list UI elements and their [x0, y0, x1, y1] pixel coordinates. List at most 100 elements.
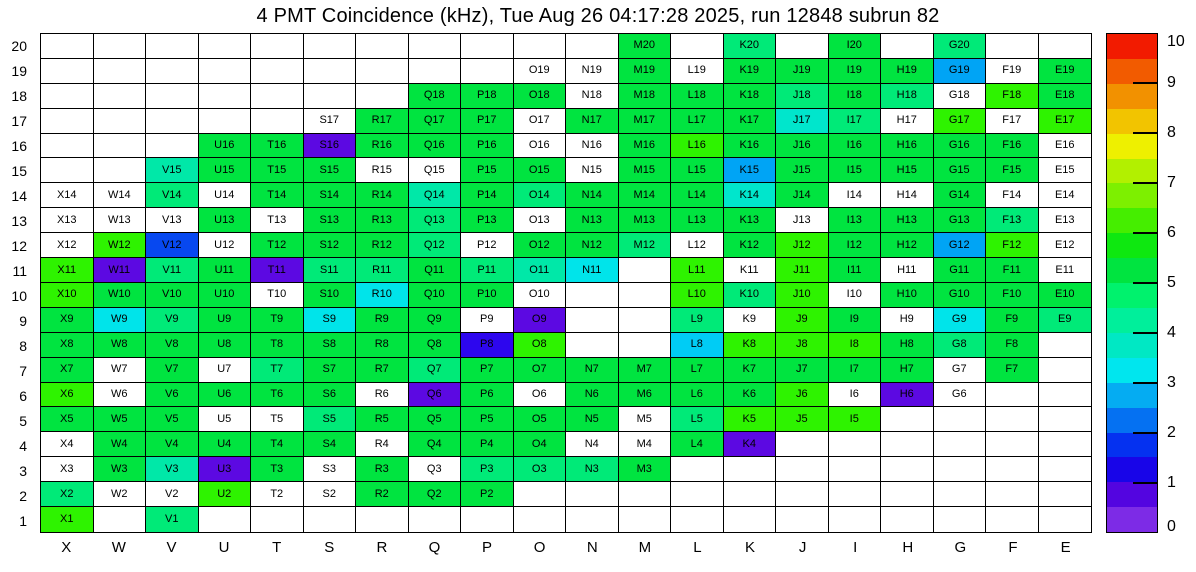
y-axis-labels: 20 19 18 17 16 15 14 13 12 11 10 9 8 7 6 5 4 3 2 1	[0, 33, 34, 533]
grid-cell-empty	[1038, 482, 1091, 508]
grid-cell-empty	[41, 58, 94, 84]
grid-cell-H17: H17	[881, 108, 934, 134]
grid-cell-T9: T9	[251, 307, 304, 333]
grid-cell-I5: I5	[828, 407, 881, 433]
grid-cell-P18: P18	[461, 83, 514, 109]
grid-cell-L8: L8	[671, 332, 724, 358]
grid-cell-empty	[828, 507, 881, 532]
grid-cell-empty	[251, 58, 304, 84]
grid-cell-empty	[566, 332, 619, 358]
grid-cell-X14: X14	[41, 183, 94, 209]
grid-cell-Q9: Q9	[408, 307, 461, 333]
grid-cell-empty	[146, 34, 199, 59]
y-axis-label-1: 1	[19, 512, 27, 529]
grid-cell-M6: M6	[618, 382, 671, 408]
grid-cell-W3: W3	[93, 457, 146, 483]
grid-cell-K9: K9	[723, 307, 776, 333]
grid-cell-V1: V1	[146, 507, 199, 532]
grid-cell-K11: K11	[723, 258, 776, 283]
grid-cell-U6: U6	[198, 382, 251, 408]
colorbar-band	[1107, 407, 1157, 433]
grid-cell-V2: V2	[146, 482, 199, 508]
grid-cell-empty	[303, 34, 356, 59]
grid-cell-P17: P17	[461, 108, 514, 134]
grid-cell-empty	[986, 482, 1039, 508]
grid-cell-S2: S2	[303, 482, 356, 508]
heatmap-grid: M20 K20 I20 G20 O19 N19 M19 L19 K19 J19 I19 H19 G19 F…	[40, 33, 1092, 533]
grid-cell-O5: O5	[513, 407, 566, 433]
grid-cell-G11: G11	[933, 258, 986, 283]
grid-cell-empty	[933, 432, 986, 458]
y-axis-label-8: 8	[19, 337, 27, 354]
grid-cell-N14: N14	[566, 183, 619, 209]
grid-cell-G17: G17	[933, 108, 986, 134]
grid-cell-S8: S8	[303, 332, 356, 358]
grid-cell-empty	[776, 457, 829, 483]
x-axis-label-F: F	[1008, 539, 1018, 556]
grid-cell-L16: L16	[671, 133, 724, 159]
x-axis-label-H: H	[902, 539, 914, 556]
grid-cell-W10: W10	[93, 282, 146, 308]
grid-cell-empty	[776, 34, 829, 59]
x-axis-label-R: R	[376, 539, 388, 556]
grid-cell-T16: T16	[251, 133, 304, 159]
grid-cell-empty	[303, 83, 356, 109]
grid-cell-U12: U12	[198, 233, 251, 259]
x-axis-label-S: S	[324, 539, 335, 556]
grid-cell-M15: M15	[618, 158, 671, 184]
grid-cell-Q2: Q2	[408, 482, 461, 508]
grid-cell-empty	[356, 83, 409, 109]
colorbar-band	[1107, 258, 1157, 284]
grid-cell-empty	[41, 34, 94, 59]
grid-cell-Q8: Q8	[408, 332, 461, 358]
grid-cell-R16: R16	[356, 133, 409, 159]
grid-cell-E15: E15	[1038, 158, 1091, 184]
grid-cell-empty	[566, 34, 619, 59]
grid-cell-S7: S7	[303, 357, 356, 383]
grid-cell-K20: K20	[723, 34, 776, 59]
grid-cell-empty	[93, 58, 146, 84]
grid-cell-Q10: Q10	[408, 282, 461, 308]
grid-cell-empty	[93, 133, 146, 159]
colorbar-tick-label-7: 7	[1167, 174, 1176, 191]
colorbar-band	[1107, 482, 1157, 508]
grid-cell-J5: J5	[776, 407, 829, 433]
grid-cell-M4: M4	[618, 432, 671, 458]
grid-cell-N16: N16	[566, 133, 619, 159]
grid-cell-empty	[1038, 357, 1091, 383]
grid-cell-W8: W8	[93, 332, 146, 358]
grid-cell-G18: G18	[933, 83, 986, 109]
grid-cell-G20: G20	[933, 34, 986, 59]
colorbar-bands	[1106, 33, 1158, 533]
grid-cell-Q5: Q5	[408, 407, 461, 433]
grid-cell-I11: I11	[828, 258, 881, 283]
grid-cell-S16: S16	[303, 133, 356, 159]
grid-cell-empty	[881, 407, 934, 433]
grid-cell-V6: V6	[146, 382, 199, 408]
grid-cell-P10: P10	[461, 282, 514, 308]
grid-cell-S5: S5	[303, 407, 356, 433]
grid-cell-X5: X5	[41, 407, 94, 433]
grid-cell-J10: J10	[776, 282, 829, 308]
grid-cell-T10: T10	[251, 282, 304, 308]
grid-cell-O19: O19	[513, 58, 566, 84]
grid-cell-K7: K7	[723, 357, 776, 383]
grid-cell-H14: H14	[881, 183, 934, 209]
grid-cell-J9: J9	[776, 307, 829, 333]
grid-cell-P12: P12	[461, 233, 514, 259]
grid-cell-H6: H6	[881, 382, 934, 408]
grid-cell-M17: M17	[618, 108, 671, 134]
grid-cell-N11: N11	[566, 258, 619, 283]
grid-cell-F17: F17	[986, 108, 1039, 134]
grid-cell-H8: H8	[881, 332, 934, 358]
grid-cell-empty	[986, 457, 1039, 483]
grid-cell-M16: M16	[618, 133, 671, 159]
grid-cell-empty	[1038, 407, 1091, 433]
y-axis-label-12: 12	[11, 237, 27, 254]
grid-cell-G12: G12	[933, 233, 986, 259]
grid-cell-R9: R9	[356, 307, 409, 333]
colorbar-tick-label-2: 2	[1167, 424, 1176, 441]
grid-cell-empty	[41, 158, 94, 184]
grid-cell-L10: L10	[671, 282, 724, 308]
